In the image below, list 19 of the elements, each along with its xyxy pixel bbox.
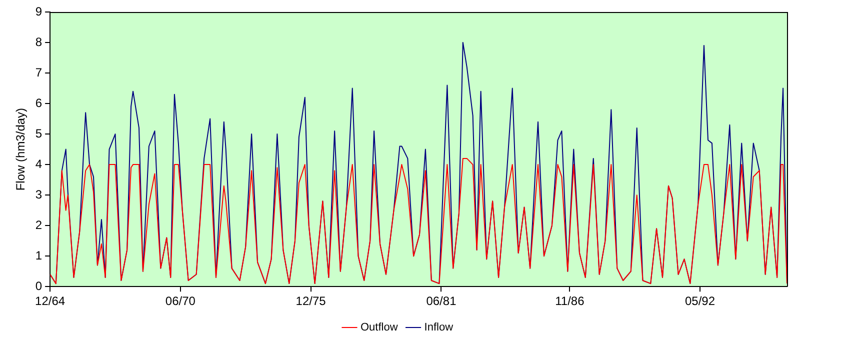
y-tick-label: 0 <box>35 278 42 293</box>
y-tick-label: 5 <box>35 126 42 140</box>
y-tick-label: 9 <box>35 4 42 18</box>
x-tick-label: 05/92 <box>685 294 716 308</box>
x-tick-label: 12/64 <box>35 294 66 308</box>
legend-label: Inflow <box>424 322 454 334</box>
x-tick-label: 12/75 <box>296 294 326 308</box>
legend-label: Outflow <box>360 322 398 334</box>
x-tick-label: 06/70 <box>165 294 196 308</box>
x-tick-label: 06/81 <box>426 294 457 308</box>
y-tick-label: 3 <box>35 187 42 202</box>
x-tick-label: 11/86 <box>555 294 585 308</box>
y-tick-label: 7 <box>35 65 42 80</box>
y-tick-label: 8 <box>35 34 42 49</box>
y-tick-label: 6 <box>35 96 42 110</box>
y-tick-label: 4 <box>35 156 42 171</box>
y-axis-title: Flow (hm3/day) <box>14 108 28 191</box>
y-tick-label: 2 <box>35 218 42 232</box>
y-tick-label: 1 <box>35 248 42 262</box>
